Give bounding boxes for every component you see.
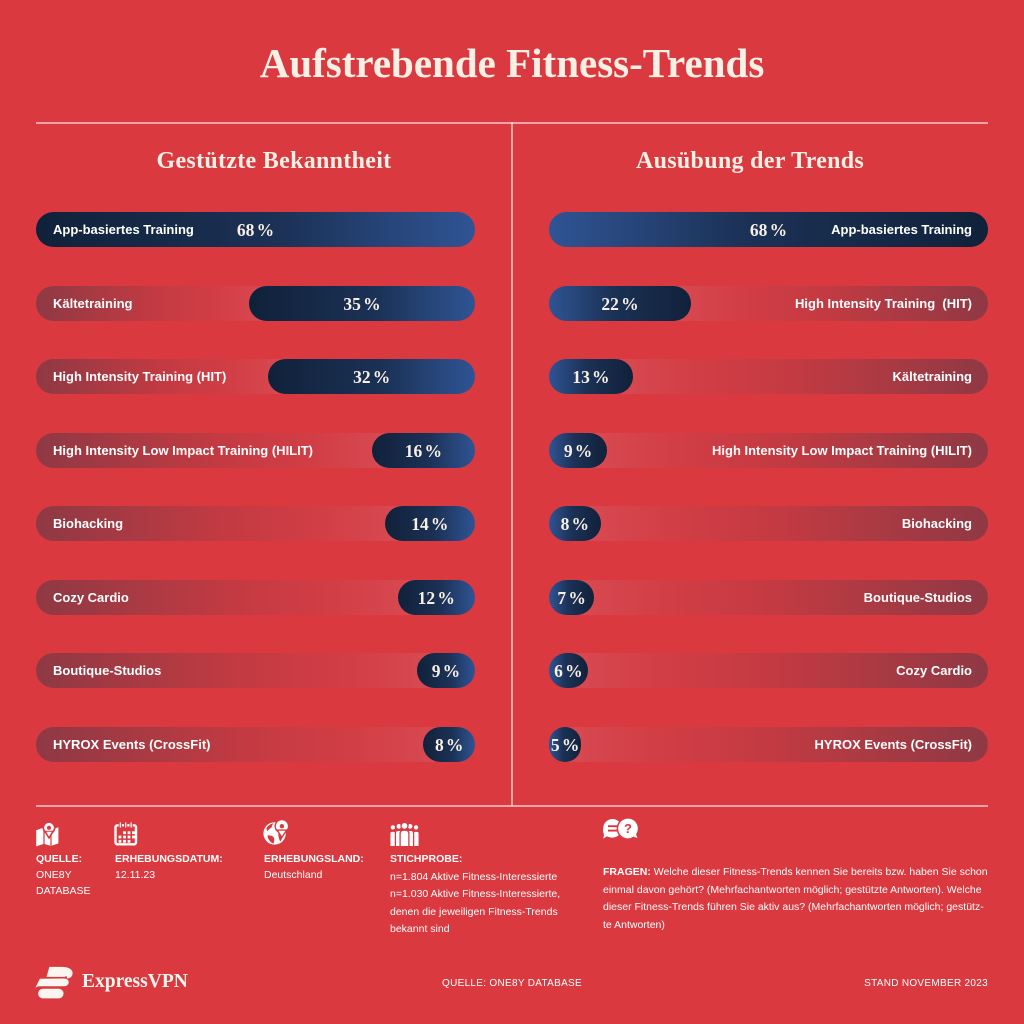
svg-text:?: ? bbox=[624, 821, 632, 836]
